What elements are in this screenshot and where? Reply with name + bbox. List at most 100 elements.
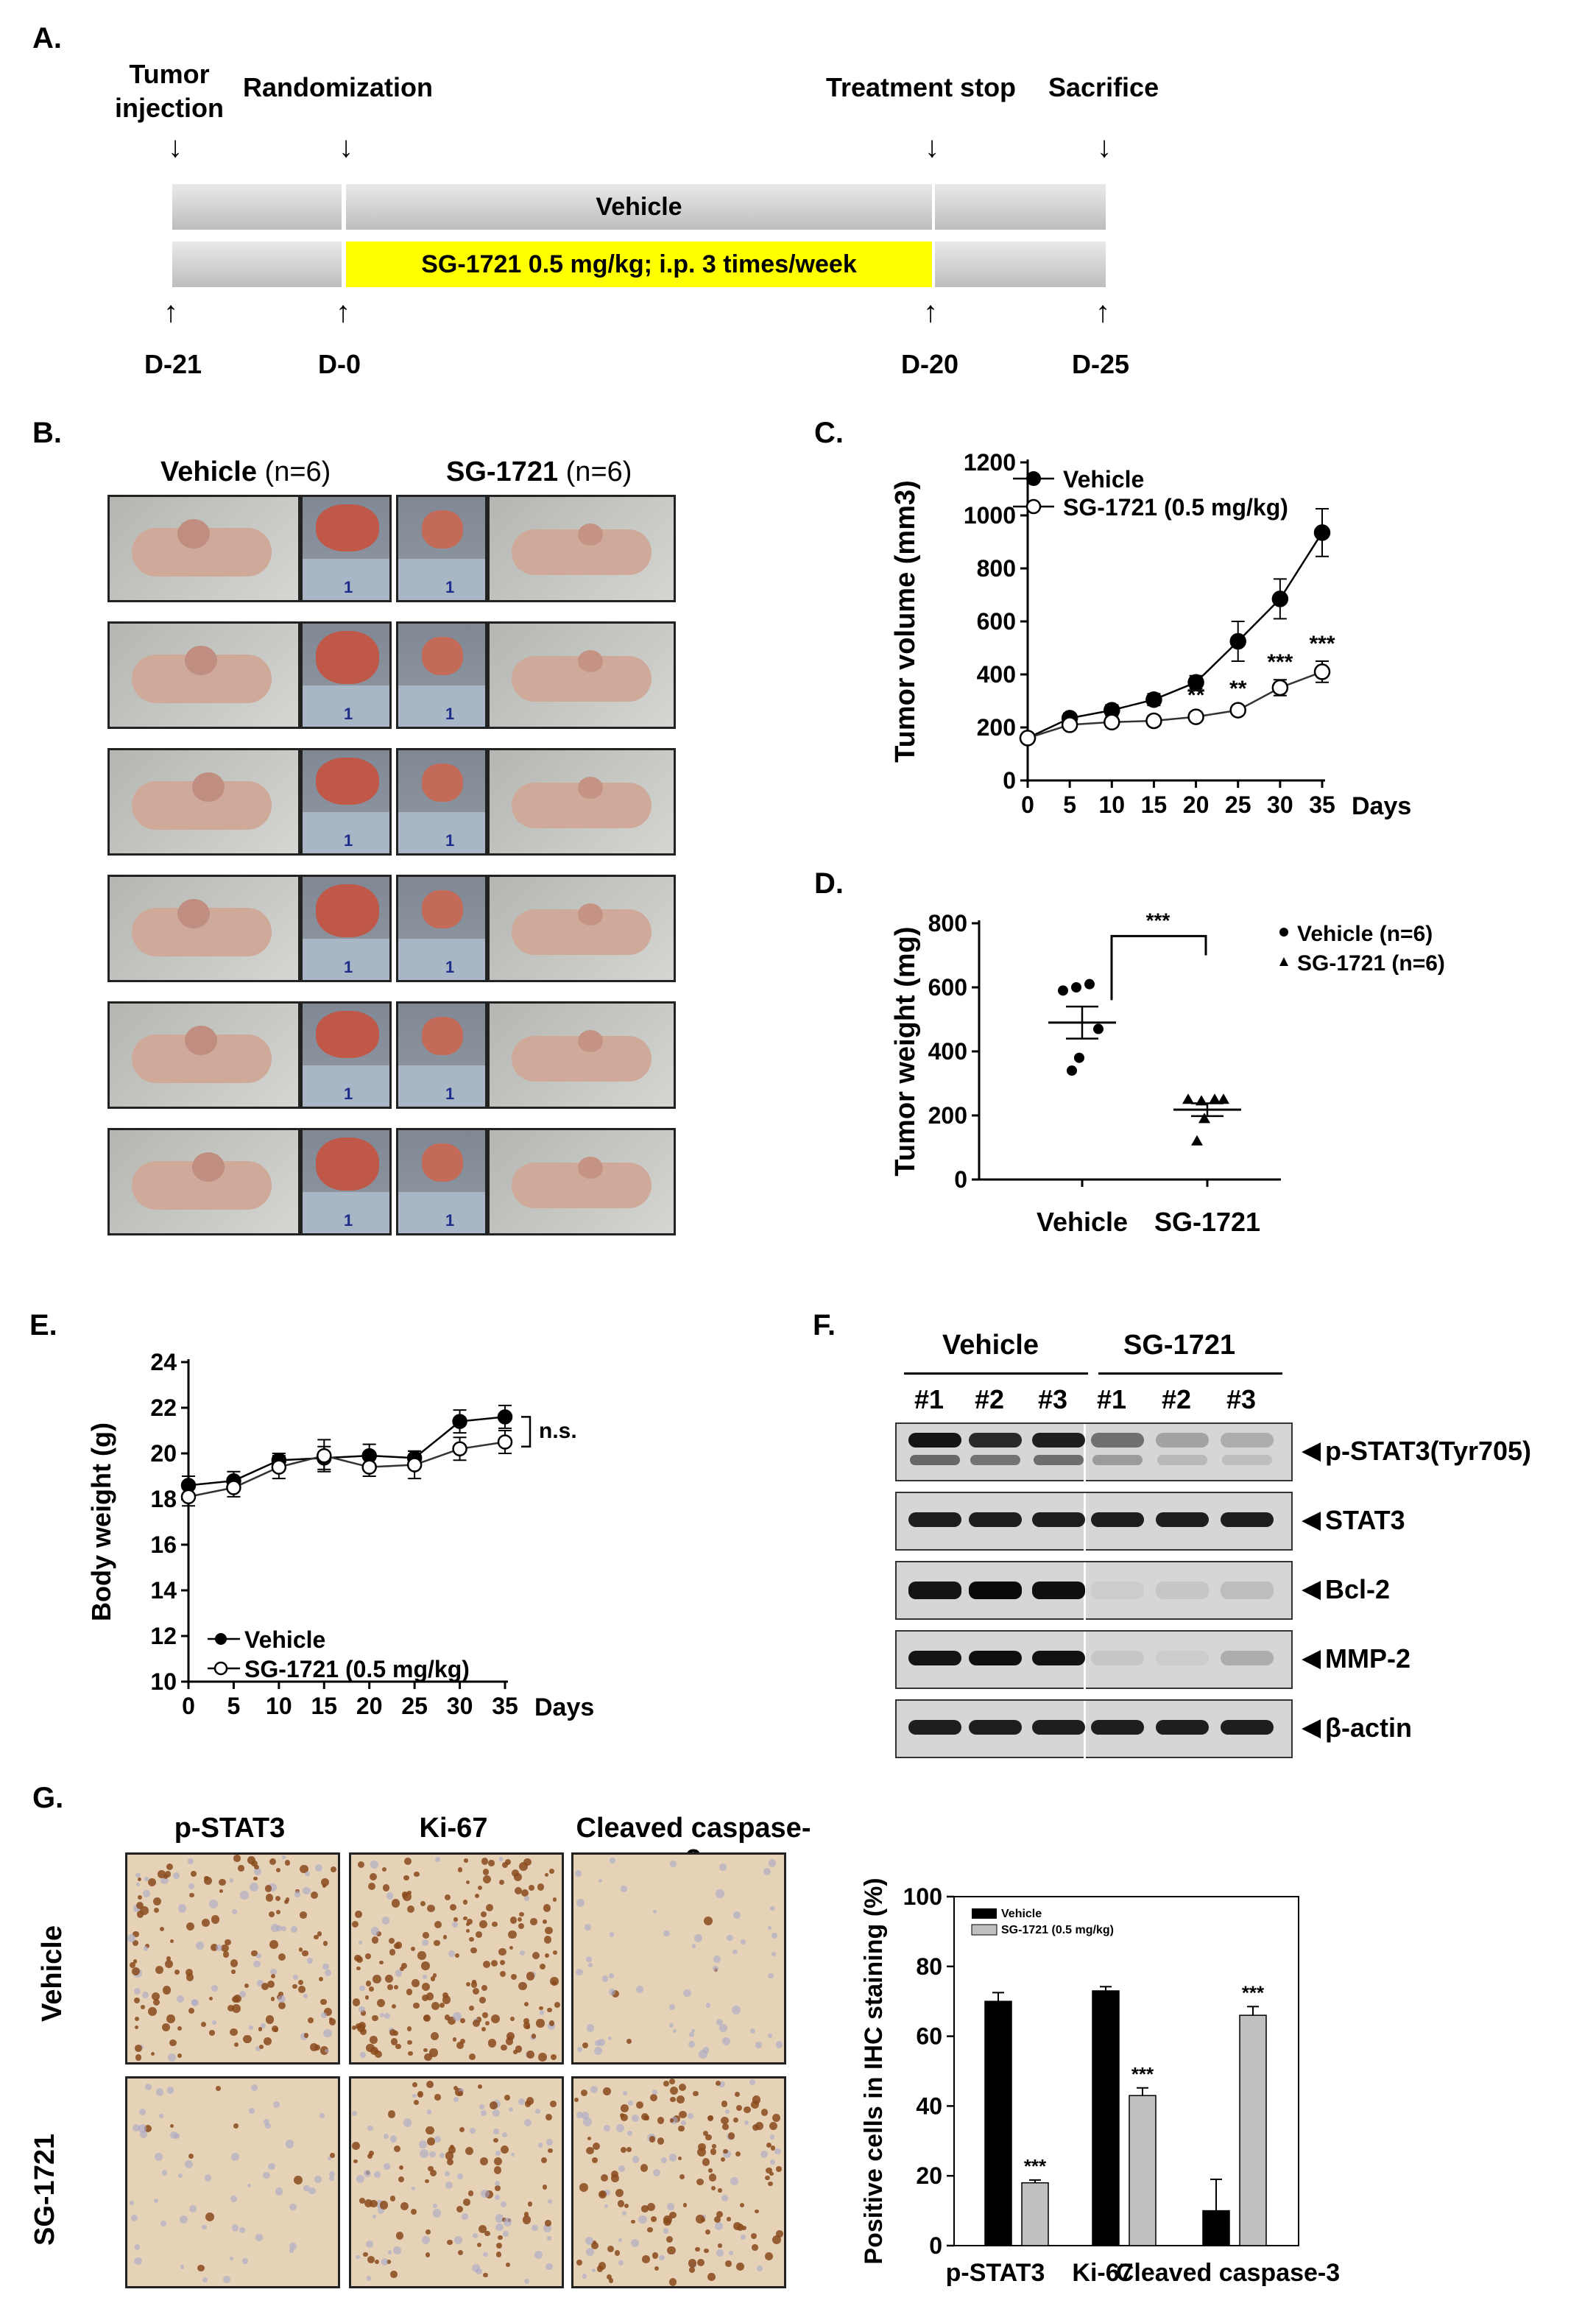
stained-cell [133,1987,141,1995]
lane-divider [1084,1493,1086,1552]
blot-group-label: SG-1721 [1123,1330,1236,1361]
protein-band [1222,1455,1272,1465]
stained-cell [494,2185,501,2192]
stained-cell [456,2205,464,2213]
stained-cell [161,2023,170,2032]
protein-band [908,1512,961,1527]
y-axis-label: Tumor volume (mm3) [890,480,921,763]
stained-cell [770,2159,775,2165]
stained-cell [190,1871,197,1877]
stained-cell [329,2018,336,2025]
bar [1092,1990,1120,2246]
stained-cell [620,2113,628,2122]
stained-cell [736,2263,744,2271]
stained-cell [372,1974,382,1984]
tumor-volume-chart: 0 200 400 600 800 1000 1200 0 5 10 15 20 25 30 35 Days T… [890,449,1411,820]
stained-cell [386,2260,391,2265]
stained-cell [680,2120,687,2126]
stained-cell [271,1973,276,1978]
y-tick-label: 0 [1003,767,1016,794]
stained-cell [425,2252,431,2257]
stained-cell [769,2134,774,2140]
stained-cell [678,2157,682,2161]
stained-cell [463,2199,470,2206]
protein-band [1156,1720,1209,1735]
stained-cell [495,2195,501,2201]
stained-cell [412,1979,420,1987]
stained-cell [223,2275,231,2283]
ns-label: n.s. [539,1419,577,1443]
stained-cell [769,2121,778,2130]
stained-cell [432,2209,442,2218]
tumor-photo-sg1721: 1 [396,495,487,602]
stained-cell [419,2140,428,2149]
day-label: D-0 [318,349,361,379]
stained-cell [523,2022,531,2029]
stained-cell [482,1869,490,1876]
stained-cell [494,2166,502,2174]
stained-cell [388,2250,392,2254]
stained-cell [716,1889,724,1898]
stained-cell [406,2025,412,2031]
stained-cell [219,1889,224,1893]
stained-cell [367,1882,376,1891]
legend-marker [1279,928,1288,937]
stained-cell [294,1891,300,1897]
stained-cell [612,1989,620,1998]
stained-cell [384,2163,390,2170]
stained-cell [723,2148,728,2154]
series-line [188,1416,506,1487]
stained-cell [486,1904,494,1912]
significance-mark: *** [1309,632,1335,656]
stained-cell [495,2252,502,2257]
stained-cell [140,1906,149,1915]
stained-cell [385,1975,394,1984]
stained-cell [665,2235,673,2243]
data-point [1271,679,1289,697]
stained-cell [646,2202,656,2212]
x-tick-label: 35 [1309,791,1335,818]
stained-cell [448,1950,455,1957]
stained-cell [364,2170,372,2178]
y-axis-label: Positive cells in IHC staining (%) [860,1877,888,2264]
mouse-photo-vehicle [107,621,300,729]
stained-cell [485,2190,494,2199]
tumor-photo-vehicle: 1 [300,1128,392,1235]
protein-band [1091,1433,1144,1448]
stained-cell [278,1953,286,1961]
stained-cell [386,1891,394,1900]
stained-cell [352,1920,359,1928]
stained-cell [184,2160,193,2169]
stained-cell [549,1977,559,1986]
stained-cell [231,1909,237,1915]
stained-cell [545,2113,552,2120]
stained-cell [474,1893,480,1898]
stained-cell [375,1931,381,1936]
stained-cell [708,2168,713,2173]
stained-cell [292,1984,297,1989]
mouse-tumor [192,1152,225,1182]
stained-cell [442,1995,451,2004]
stained-cell [257,1980,264,1986]
protein-band [908,1651,961,1665]
x-tick-label: 20 [356,1693,383,1719]
stained-cell [188,1883,195,1889]
stained-cell [403,2118,412,2127]
stained-cell [329,2176,334,2182]
stained-cell [611,2174,619,2183]
stained-cell [650,2216,657,2223]
data-point [1145,691,1162,708]
stained-cell [318,1977,323,1982]
stained-cell [275,1895,280,1902]
up-arrow-icon: ↑ [163,296,178,328]
excised-tumor [316,1138,379,1191]
stained-cell [722,2123,730,2130]
stained-cell [678,2083,687,2092]
stained-cell [620,2146,627,2153]
stained-cell [322,2028,332,2038]
legend-label: Vehicle (n=6) [1297,922,1433,946]
stained-cell [297,1985,306,1993]
stained-cell [233,2042,239,2048]
x-tick-label: Cleaved caspase-3 [1116,2259,1340,2287]
stained-cell [377,1998,386,2007]
